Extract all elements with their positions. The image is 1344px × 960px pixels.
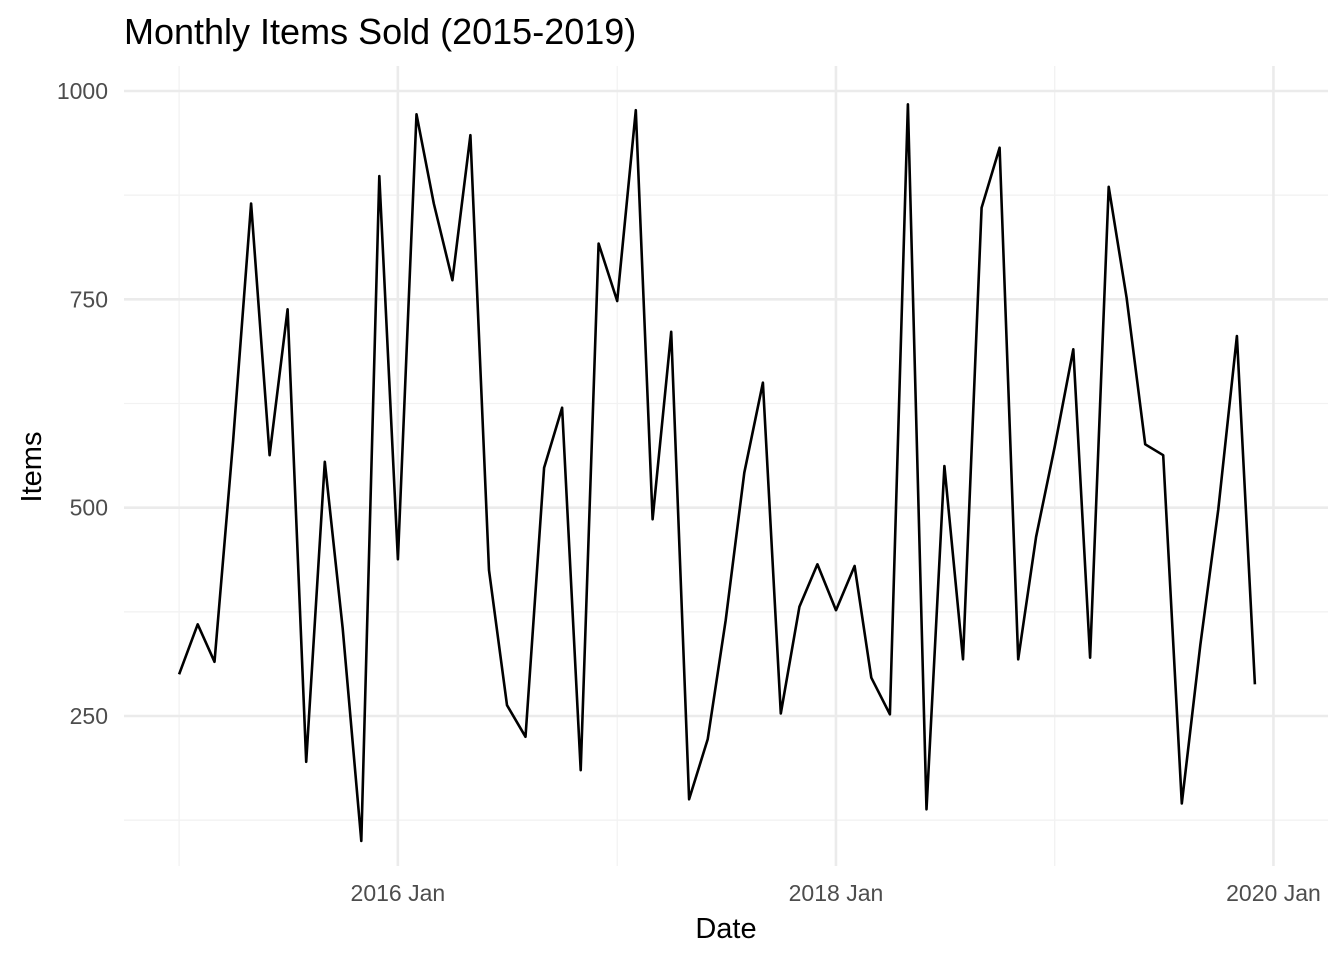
y-tick-label: 1000 <box>57 78 108 104</box>
y-axis-ticks: 250 500 750 1000 <box>57 78 108 729</box>
y-tick-label: 500 <box>70 495 108 521</box>
y-tick-label: 250 <box>70 703 108 729</box>
y-axis-title: Items <box>16 432 48 503</box>
x-axis-title: Date <box>695 913 756 945</box>
x-tick-label: 2016 Jan <box>351 880 446 906</box>
chart-title: Monthly Items Sold (2015-2019) <box>124 11 636 52</box>
series-line <box>177 103 1257 843</box>
x-tick-label: 2018 Jan <box>789 880 884 906</box>
x-axis-ticks: 2016 Jan 2018 Jan 2020 Jan <box>351 880 1321 906</box>
series-layer <box>177 103 1257 843</box>
x-tick-label: 2020 Jan <box>1226 880 1321 906</box>
y-tick-label: 750 <box>70 286 108 312</box>
